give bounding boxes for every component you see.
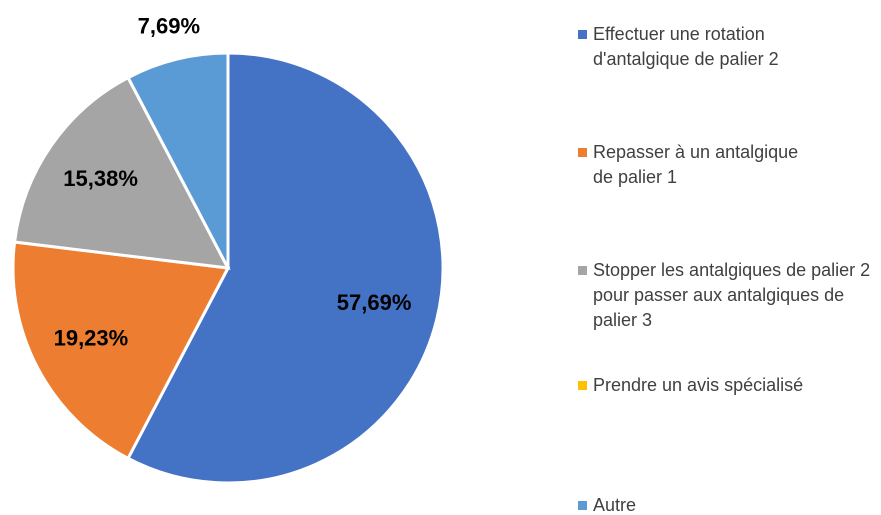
legend-swatch (578, 501, 587, 510)
legend-swatch (578, 381, 587, 390)
legend-entry: Stopper les antalgiques de palier 2 pour… (578, 258, 878, 333)
pie-slice (126, 51, 230, 269)
legend-swatch (578, 266, 587, 275)
data-label: 57,69% (337, 290, 412, 315)
legend-swatch (578, 30, 587, 39)
legend-swatch (578, 148, 587, 157)
legend-label: Repasser à un antalgique de palier 1 (593, 142, 799, 187)
legend-label: Autre (593, 495, 637, 515)
legend-entry: Effectuer une rotation d'antalgique de p… (578, 22, 878, 72)
data-label: 19,23% (54, 326, 129, 351)
data-label: 15,38% (63, 166, 138, 191)
pie-slice (126, 51, 445, 485)
legend-label: Effectuer une rotation d'antalgique de p… (593, 24, 779, 69)
legend-entry: Prendre un avis spécialisé (578, 373, 878, 398)
pie-slice (12, 75, 231, 270)
legend-label: Prendre un avis spécialisé (593, 375, 804, 395)
legend-entry: Repasser à un antalgique de palier 1 (578, 140, 878, 190)
pie-slice (11, 240, 231, 461)
data-label: 7,69% (138, 14, 200, 39)
legend-label: Stopper les antalgiques de palier 2 pour… (593, 260, 871, 330)
legend-entry: Autre (578, 493, 878, 515)
